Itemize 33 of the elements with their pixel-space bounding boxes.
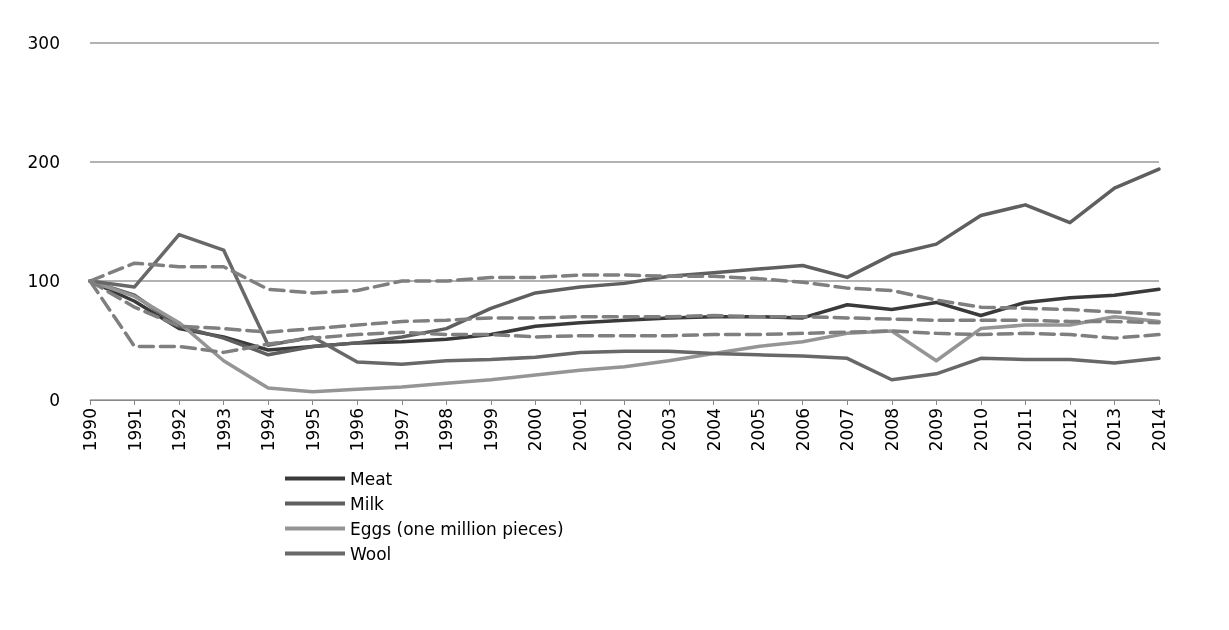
y-tick-label: 0 xyxy=(49,390,60,410)
x-tick-label: 2006 xyxy=(792,408,813,452)
x-tick-label: 1992 xyxy=(169,408,190,452)
x-tick-label: 1996 xyxy=(347,408,368,452)
x-tick-label: 2004 xyxy=(703,408,724,452)
x-tick-label: 2005 xyxy=(748,408,769,452)
x-tick-label: 2007 xyxy=(837,408,858,452)
x-tick-label: 1990 xyxy=(80,408,100,452)
x-tick-label: 1998 xyxy=(436,408,457,452)
x-tick-label: 2014 xyxy=(1149,408,1169,452)
x-tick-label: 2009 xyxy=(926,408,947,452)
x-tick-label: 2001 xyxy=(569,408,590,452)
x-tick-label: 2011 xyxy=(1015,408,1036,452)
x-tick-label: 2013 xyxy=(1104,408,1125,452)
x-tick-label: 1999 xyxy=(480,408,501,452)
legend-label: Wool xyxy=(350,543,392,564)
x-tick-label: 2008 xyxy=(881,408,902,452)
legend-label: Milk xyxy=(350,493,385,514)
y-tick-label: 200 xyxy=(27,152,60,172)
legend-label: Eggs (one million pieces) xyxy=(350,518,564,539)
y-tick-label: 300 xyxy=(27,33,60,53)
x-tick-label: 2010 xyxy=(970,408,991,452)
x-tick-label: 2000 xyxy=(525,408,546,452)
x-tick-label: 1995 xyxy=(302,408,323,452)
x-tick-label: 2002 xyxy=(614,408,635,452)
legend-label: Meat xyxy=(350,468,393,489)
x-tick-label: 2012 xyxy=(1059,408,1080,452)
x-tick-label: 1997 xyxy=(391,408,412,452)
x-tick-label: 1994 xyxy=(258,408,279,452)
x-tick-label: 1993 xyxy=(213,408,234,452)
x-tick-label: 2003 xyxy=(659,408,680,452)
x-tick-label: 1991 xyxy=(124,408,145,452)
y-tick-label: 100 xyxy=(27,271,60,291)
